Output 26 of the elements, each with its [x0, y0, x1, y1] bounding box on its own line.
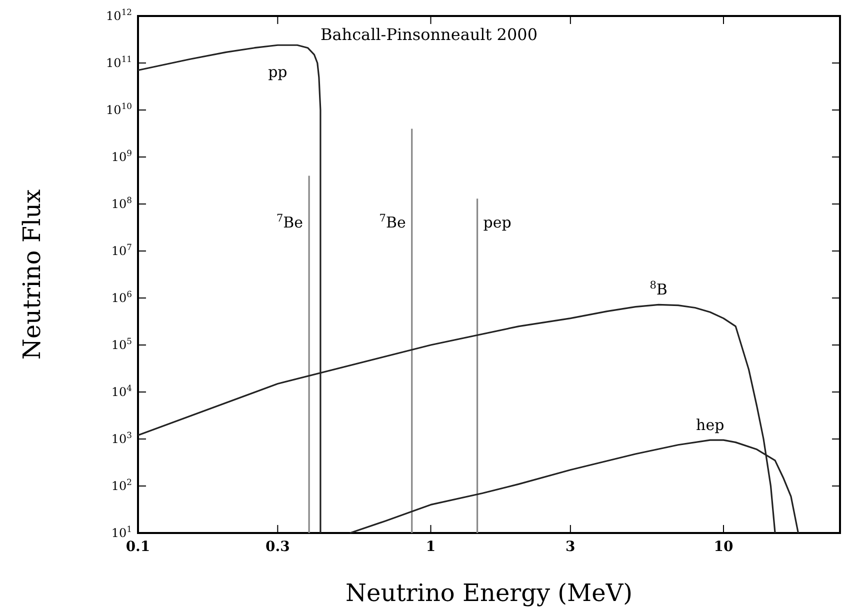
y-tick-label: 10$^{5}$	[111, 336, 132, 352]
text: Bahcall-Pinsonneault 2000	[320, 25, 538, 44]
y-axis-title: Neutrino Flux	[18, 188, 46, 360]
x-tick-label: 0.1	[126, 539, 150, 555]
series-label: pp	[268, 63, 288, 82]
series-label: $^{7}$Be	[276, 212, 304, 232]
y-tick-label: 10$^{10}$	[106, 101, 132, 117]
y-tick-label: 10$^{7}$	[111, 242, 132, 258]
series-label: pep	[483, 214, 512, 232]
y-tick-label: 10$^{6}$	[111, 289, 132, 305]
y-tick-label: 10$^{3}$	[111, 430, 132, 446]
x-tick-label: 10	[714, 539, 734, 555]
series-label: $^{8}$B	[650, 280, 668, 299]
y-tick-label: 10$^{8}$	[111, 195, 132, 211]
x-axis-title: Neutrino Energy (MeV)	[345, 579, 633, 607]
y-tick-label: 10$^{11}$	[106, 54, 132, 70]
series-label: hep	[696, 416, 724, 434]
y-tick-label: 10$^{12}$	[106, 7, 132, 23]
y-tick-label: 10$^{1}$	[111, 524, 132, 540]
y-tick-label: 10$^{9}$	[111, 148, 132, 164]
x-tick-label: 3	[566, 539, 576, 555]
x-tick-label: 1	[426, 539, 436, 555]
y-tick-label: 10$^{4}$	[111, 383, 132, 399]
series-label: $^{7}$Be	[379, 212, 406, 232]
x-tick-label: 0.3	[266, 539, 290, 555]
y-tick-label: 10$^{2}$	[111, 477, 132, 493]
